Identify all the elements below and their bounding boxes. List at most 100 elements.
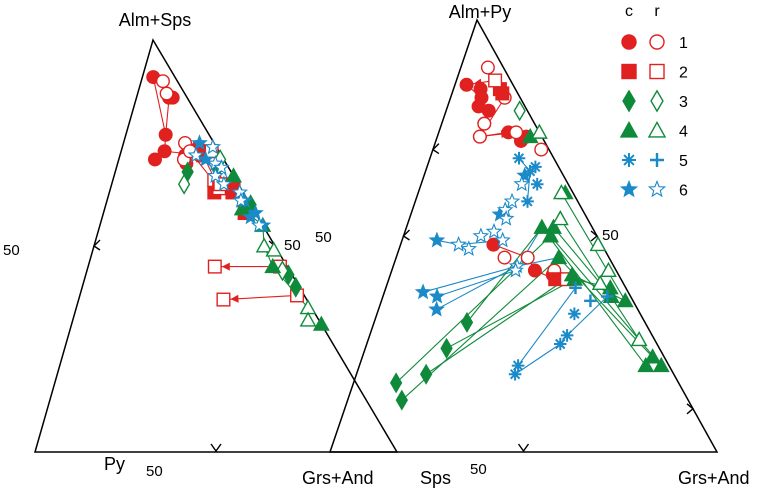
data-point-4r: [589, 235, 607, 252]
data-point-6c: [428, 287, 446, 304]
data-point-1c: [459, 77, 474, 92]
data-point-4r: [600, 261, 617, 278]
data-point-5c: [521, 195, 534, 208]
arrowhead: [230, 294, 239, 303]
legend-label-5: 5: [679, 153, 688, 170]
data-point-6r: [207, 167, 224, 184]
legend-label-4: 4: [679, 124, 688, 141]
legend-entries: 1 2 3 4 5 6: [619, 34, 688, 200]
ternary-left-frame: [34, 38, 399, 453]
data-point-4c: [533, 218, 551, 234]
legend-core-marker-1: [621, 34, 637, 50]
ternary-left: Alm+Sps Py Grs+And 50 50 50: [3, 10, 399, 488]
tick-mark-right-edge: [686, 403, 695, 415]
data-point-4c: [542, 227, 559, 243]
data-point-4r: [265, 241, 283, 257]
data-point-5c: [530, 177, 544, 191]
legend-core-marker-6: [619, 179, 639, 198]
data-point-1r: [477, 116, 492, 131]
data-point-6r: [187, 146, 205, 163]
legend-label-2: 2: [679, 65, 688, 82]
data-point-3r: [177, 173, 191, 195]
data-point-1r: [155, 74, 170, 89]
tick-mark-bottom-edge: [517, 443, 530, 453]
data-point-3r: [276, 260, 289, 282]
data-point-5r: [569, 281, 582, 295]
legend-label-3: 3: [679, 94, 688, 111]
data-point-4c: [264, 257, 282, 274]
tick-mark-left-edge: [402, 229, 410, 241]
data-point-6r: [494, 231, 511, 248]
ternary-left-bottom-tick-label: 50: [146, 463, 163, 480]
data-point-6c: [428, 231, 446, 248]
data-point-1r: [159, 86, 174, 101]
ternary-right: Alm+Py Sps Grs+And 50 50 50: [315, 2, 750, 488]
tie-line: [152, 76, 167, 135]
data-point-1c: [481, 103, 496, 118]
data-point-1c: [527, 263, 542, 278]
data-point-6c: [191, 134, 208, 151]
data-point-3c: [419, 363, 433, 385]
data-point-2c: [495, 86, 510, 101]
legend-label-1: 1: [679, 35, 688, 52]
data-point-5c: [511, 359, 525, 372]
tie-line: [566, 296, 608, 336]
data-point-5c: [508, 367, 522, 381]
ternary-right-frame: [328, 18, 719, 453]
data-point-6r: [472, 227, 490, 244]
legend-rim-marker-2: [649, 63, 665, 80]
data-point-3c: [440, 337, 453, 359]
data-point-2r: [207, 259, 222, 274]
data-point-4r: [530, 123, 548, 139]
data-point-5r: [584, 294, 597, 308]
legend-core-marker-5: [622, 153, 636, 167]
data-point-2r: [488, 73, 503, 88]
data-point-5c: [560, 329, 574, 342]
ternary-left-left-label: Py: [104, 454, 125, 474]
data-point-6c: [414, 283, 432, 300]
data-point-5c: [523, 164, 537, 178]
data-point-4r: [630, 330, 648, 347]
data-point-3c: [389, 372, 403, 394]
data-point-6r: [450, 235, 467, 252]
data-point-6r: [485, 222, 503, 239]
data-point-3c: [289, 276, 302, 298]
legend-core-marker-4: [619, 121, 639, 138]
data-point-3c: [395, 389, 408, 411]
data-point-6c: [428, 300, 445, 317]
ternary-left-top-label: Alm+Sps: [119, 10, 192, 30]
legend-core-marker-2: [621, 63, 637, 80]
data-point-4r: [255, 237, 273, 253]
data-point-4r: [299, 311, 317, 327]
ternary-right-ticks: [402, 143, 695, 453]
ternary-right-bottom-tick-label: 50: [470, 461, 487, 478]
data-point-4c: [637, 356, 655, 373]
legend-header-core: c: [625, 3, 633, 20]
data-point-6r: [250, 216, 268, 233]
tie-line: [425, 274, 573, 375]
data-point-4c: [312, 315, 330, 331]
ternary-left-right-label: Grs+And: [302, 468, 374, 488]
data-point-6r: [204, 138, 222, 155]
legend-rim-marker-4: [647, 121, 667, 138]
data-point-2c: [548, 272, 563, 287]
legend-label-6: 6: [679, 183, 688, 200]
data-point-6r: [215, 175, 233, 192]
ternary-right-left-tick-label: 50: [315, 229, 332, 246]
data-point-4c: [233, 200, 251, 216]
data-point-6c: [197, 150, 215, 167]
ternary-right-right-label: Grs+And: [678, 468, 750, 488]
tie-line: [446, 278, 575, 349]
data-point-4c: [644, 348, 662, 364]
data-point-1r: [480, 60, 495, 75]
data-point-6c: [516, 166, 534, 183]
ternary-right-left-label: Sps: [420, 468, 451, 488]
data-point-6r: [213, 159, 230, 175]
data-point-1r: [509, 125, 524, 140]
data-point-6r: [507, 261, 524, 278]
data-point-2r: [216, 292, 231, 307]
data-point-4c: [225, 167, 242, 183]
data-point-1r: [534, 142, 549, 157]
ternary-left-left-tick-label: 50: [3, 242, 20, 259]
